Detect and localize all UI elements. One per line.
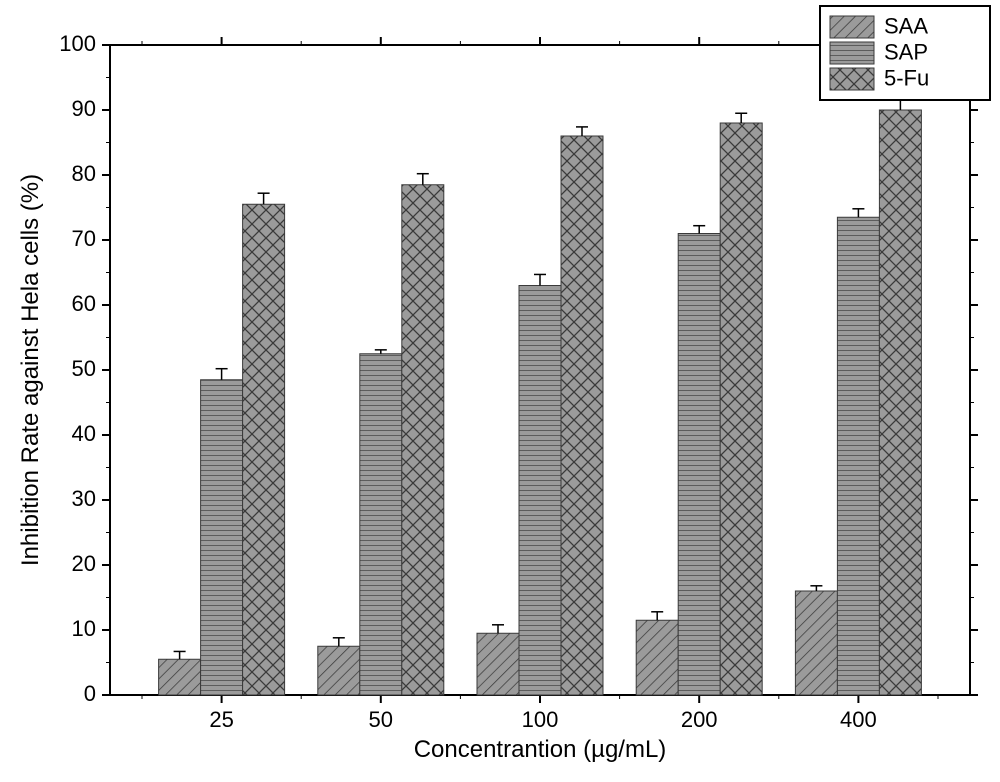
bar-SAA <box>159 659 201 695</box>
bar-SAP <box>201 380 243 695</box>
y-axis-label: Inhibition Rate against Hela cells (%) <box>17 174 44 566</box>
y-tick-label: 10 <box>72 616 96 641</box>
y-tick-label: 80 <box>72 161 96 186</box>
y-tick-label: 50 <box>72 356 96 381</box>
legend-label-SAP: SAP <box>884 40 928 65</box>
y-tick-label: 70 <box>72 226 96 251</box>
x-tick-label: 400 <box>840 707 877 732</box>
x-tick-label: 200 <box>681 707 718 732</box>
bar-5-Fu <box>402 185 444 695</box>
legend-label-5-Fu: 5-Fu <box>884 66 929 91</box>
bar-5-Fu <box>243 204 285 695</box>
bar-chart: 0 10 20 30 40 50 60 70 80 90 100 Inhibition Rate ag… <box>0 0 1000 782</box>
bar-SAP <box>837 217 879 695</box>
x-tick-label: 100 <box>522 707 559 732</box>
bar-SAA <box>318 646 360 695</box>
y-tick-label: 60 <box>72 291 96 316</box>
y-tick-label: 100 <box>59 31 96 56</box>
bar-SAA <box>795 591 837 695</box>
y-tick-label: 20 <box>72 551 96 576</box>
bar-SAA <box>477 633 519 695</box>
x-tick-label: 50 <box>369 707 393 732</box>
bar-SAP <box>360 354 402 695</box>
bar-SAP <box>519 286 561 696</box>
y-tick-label: 40 <box>72 421 96 446</box>
legend-swatch-SAP <box>830 42 874 64</box>
y-tick-label: 0 <box>84 681 96 706</box>
bar-SAA <box>636 620 678 695</box>
legend-label-SAA: SAA <box>884 14 928 39</box>
x-axis-label: Concentrantion (µg/mL) <box>414 736 667 763</box>
bar-5-Fu <box>561 136 603 695</box>
bar-5-Fu <box>879 110 921 695</box>
legend-swatch-5-Fu <box>830 68 874 90</box>
bar-SAP <box>678 234 720 696</box>
y-tick-label: 90 <box>72 96 96 121</box>
legend-swatch-SAA <box>830 16 874 38</box>
x-tick-label: 25 <box>209 707 233 732</box>
bar-5-Fu <box>720 123 762 695</box>
y-tick-label: 30 <box>72 486 96 511</box>
